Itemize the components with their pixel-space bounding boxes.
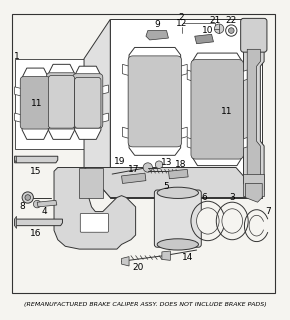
Polygon shape [195, 34, 213, 44]
Polygon shape [242, 70, 247, 81]
Text: (REMANUFACTURED BRAKE CALIPER ASSY. DOES NOT INCLUDE BRAKE PADS): (REMANUFACTURED BRAKE CALIPER ASSY. DOES… [23, 302, 267, 307]
Polygon shape [247, 49, 260, 192]
Ellipse shape [222, 209, 242, 233]
Text: 13: 13 [161, 158, 172, 167]
Polygon shape [181, 64, 187, 76]
Polygon shape [84, 19, 110, 197]
Polygon shape [84, 167, 262, 197]
Text: 17: 17 [128, 165, 139, 174]
Polygon shape [54, 167, 136, 249]
Text: 10: 10 [202, 26, 214, 35]
Polygon shape [14, 156, 58, 163]
Polygon shape [48, 87, 56, 96]
Ellipse shape [157, 187, 198, 198]
Text: 12: 12 [176, 19, 187, 28]
Circle shape [64, 182, 71, 190]
Polygon shape [22, 68, 48, 140]
Polygon shape [187, 138, 193, 149]
Text: 19: 19 [114, 157, 126, 166]
Text: 1: 1 [14, 52, 19, 61]
Polygon shape [48, 113, 56, 123]
Text: 11: 11 [221, 107, 232, 116]
Polygon shape [110, 19, 262, 197]
Text: 15: 15 [30, 167, 41, 176]
Polygon shape [245, 183, 262, 202]
Polygon shape [14, 216, 17, 228]
Circle shape [214, 24, 224, 33]
Polygon shape [162, 251, 170, 260]
Polygon shape [14, 156, 17, 163]
Polygon shape [122, 64, 129, 76]
Polygon shape [244, 174, 264, 196]
Circle shape [229, 28, 234, 33]
Text: 22: 22 [226, 16, 237, 25]
Polygon shape [101, 85, 108, 94]
Polygon shape [41, 113, 48, 123]
Text: 9: 9 [154, 20, 160, 29]
FancyBboxPatch shape [20, 76, 50, 129]
Text: 21: 21 [210, 16, 221, 25]
Text: 4: 4 [42, 207, 48, 216]
FancyBboxPatch shape [241, 18, 267, 52]
Circle shape [25, 195, 30, 200]
Circle shape [155, 161, 163, 168]
Circle shape [33, 200, 41, 208]
Text: 8: 8 [19, 202, 25, 212]
Polygon shape [242, 138, 247, 149]
Text: 14: 14 [182, 253, 193, 262]
FancyBboxPatch shape [46, 73, 77, 129]
Polygon shape [244, 21, 264, 196]
Circle shape [61, 214, 74, 228]
Polygon shape [48, 64, 75, 140]
FancyBboxPatch shape [128, 56, 182, 147]
Polygon shape [122, 257, 129, 266]
Text: 11: 11 [31, 99, 43, 108]
FancyBboxPatch shape [75, 77, 101, 128]
Text: 3: 3 [229, 193, 235, 202]
Text: 6: 6 [201, 193, 207, 202]
Polygon shape [67, 85, 75, 94]
Text: 5: 5 [164, 182, 169, 191]
FancyBboxPatch shape [191, 60, 244, 159]
Circle shape [22, 192, 33, 203]
Polygon shape [168, 169, 188, 179]
Polygon shape [14, 219, 62, 226]
Polygon shape [41, 83, 48, 92]
Polygon shape [122, 127, 129, 139]
FancyBboxPatch shape [22, 79, 48, 128]
Polygon shape [14, 59, 131, 149]
Polygon shape [75, 66, 101, 140]
Polygon shape [14, 113, 22, 123]
Polygon shape [181, 127, 187, 139]
Polygon shape [122, 173, 146, 183]
Polygon shape [67, 113, 75, 123]
Text: 2: 2 [179, 13, 184, 22]
Circle shape [64, 217, 71, 225]
Circle shape [61, 180, 74, 193]
Polygon shape [187, 70, 193, 81]
FancyBboxPatch shape [80, 213, 108, 232]
FancyBboxPatch shape [73, 74, 103, 128]
Polygon shape [129, 47, 181, 155]
Text: 16: 16 [30, 229, 41, 238]
Polygon shape [146, 31, 168, 40]
Ellipse shape [197, 208, 219, 234]
Polygon shape [101, 113, 108, 123]
Circle shape [143, 163, 153, 172]
Ellipse shape [157, 239, 198, 250]
Polygon shape [75, 83, 82, 92]
Circle shape [226, 25, 237, 36]
Text: 18: 18 [175, 160, 186, 169]
Polygon shape [14, 87, 22, 96]
Polygon shape [193, 53, 242, 166]
Text: 20: 20 [133, 263, 144, 272]
FancyBboxPatch shape [48, 76, 75, 128]
Text: 7: 7 [265, 207, 271, 216]
FancyBboxPatch shape [154, 190, 201, 247]
Polygon shape [37, 200, 57, 207]
Polygon shape [79, 167, 103, 197]
Polygon shape [75, 113, 82, 123]
